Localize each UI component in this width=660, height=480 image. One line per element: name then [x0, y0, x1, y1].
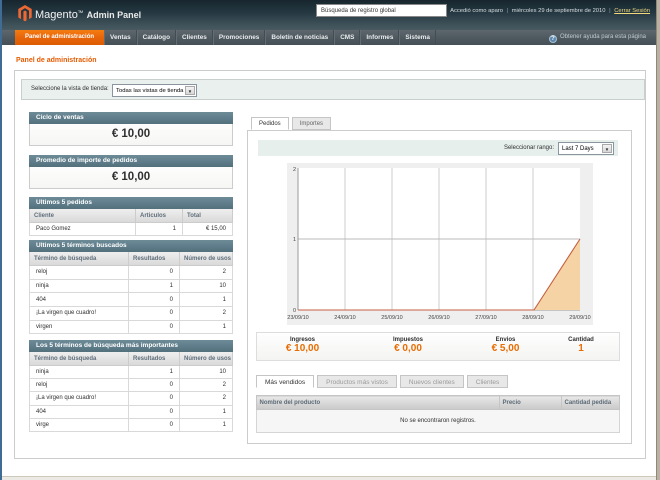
svg-text:2: 2: [293, 167, 296, 173]
svg-text:28/09/10: 28/09/10: [522, 315, 543, 321]
svg-text:27/09/10: 27/09/10: [475, 315, 496, 321]
svg-text:26/09/10: 26/09/10: [428, 315, 449, 321]
svg-text:25/09/10: 25/09/10: [381, 315, 402, 321]
svg-text:24/09/10: 24/09/10: [334, 315, 355, 321]
svg-text:29/09/10: 29/09/10: [569, 315, 590, 321]
svg-text:0: 0: [293, 308, 296, 314]
svg-text:1: 1: [293, 237, 296, 243]
svg-text:23/09/10: 23/09/10: [287, 315, 308, 321]
